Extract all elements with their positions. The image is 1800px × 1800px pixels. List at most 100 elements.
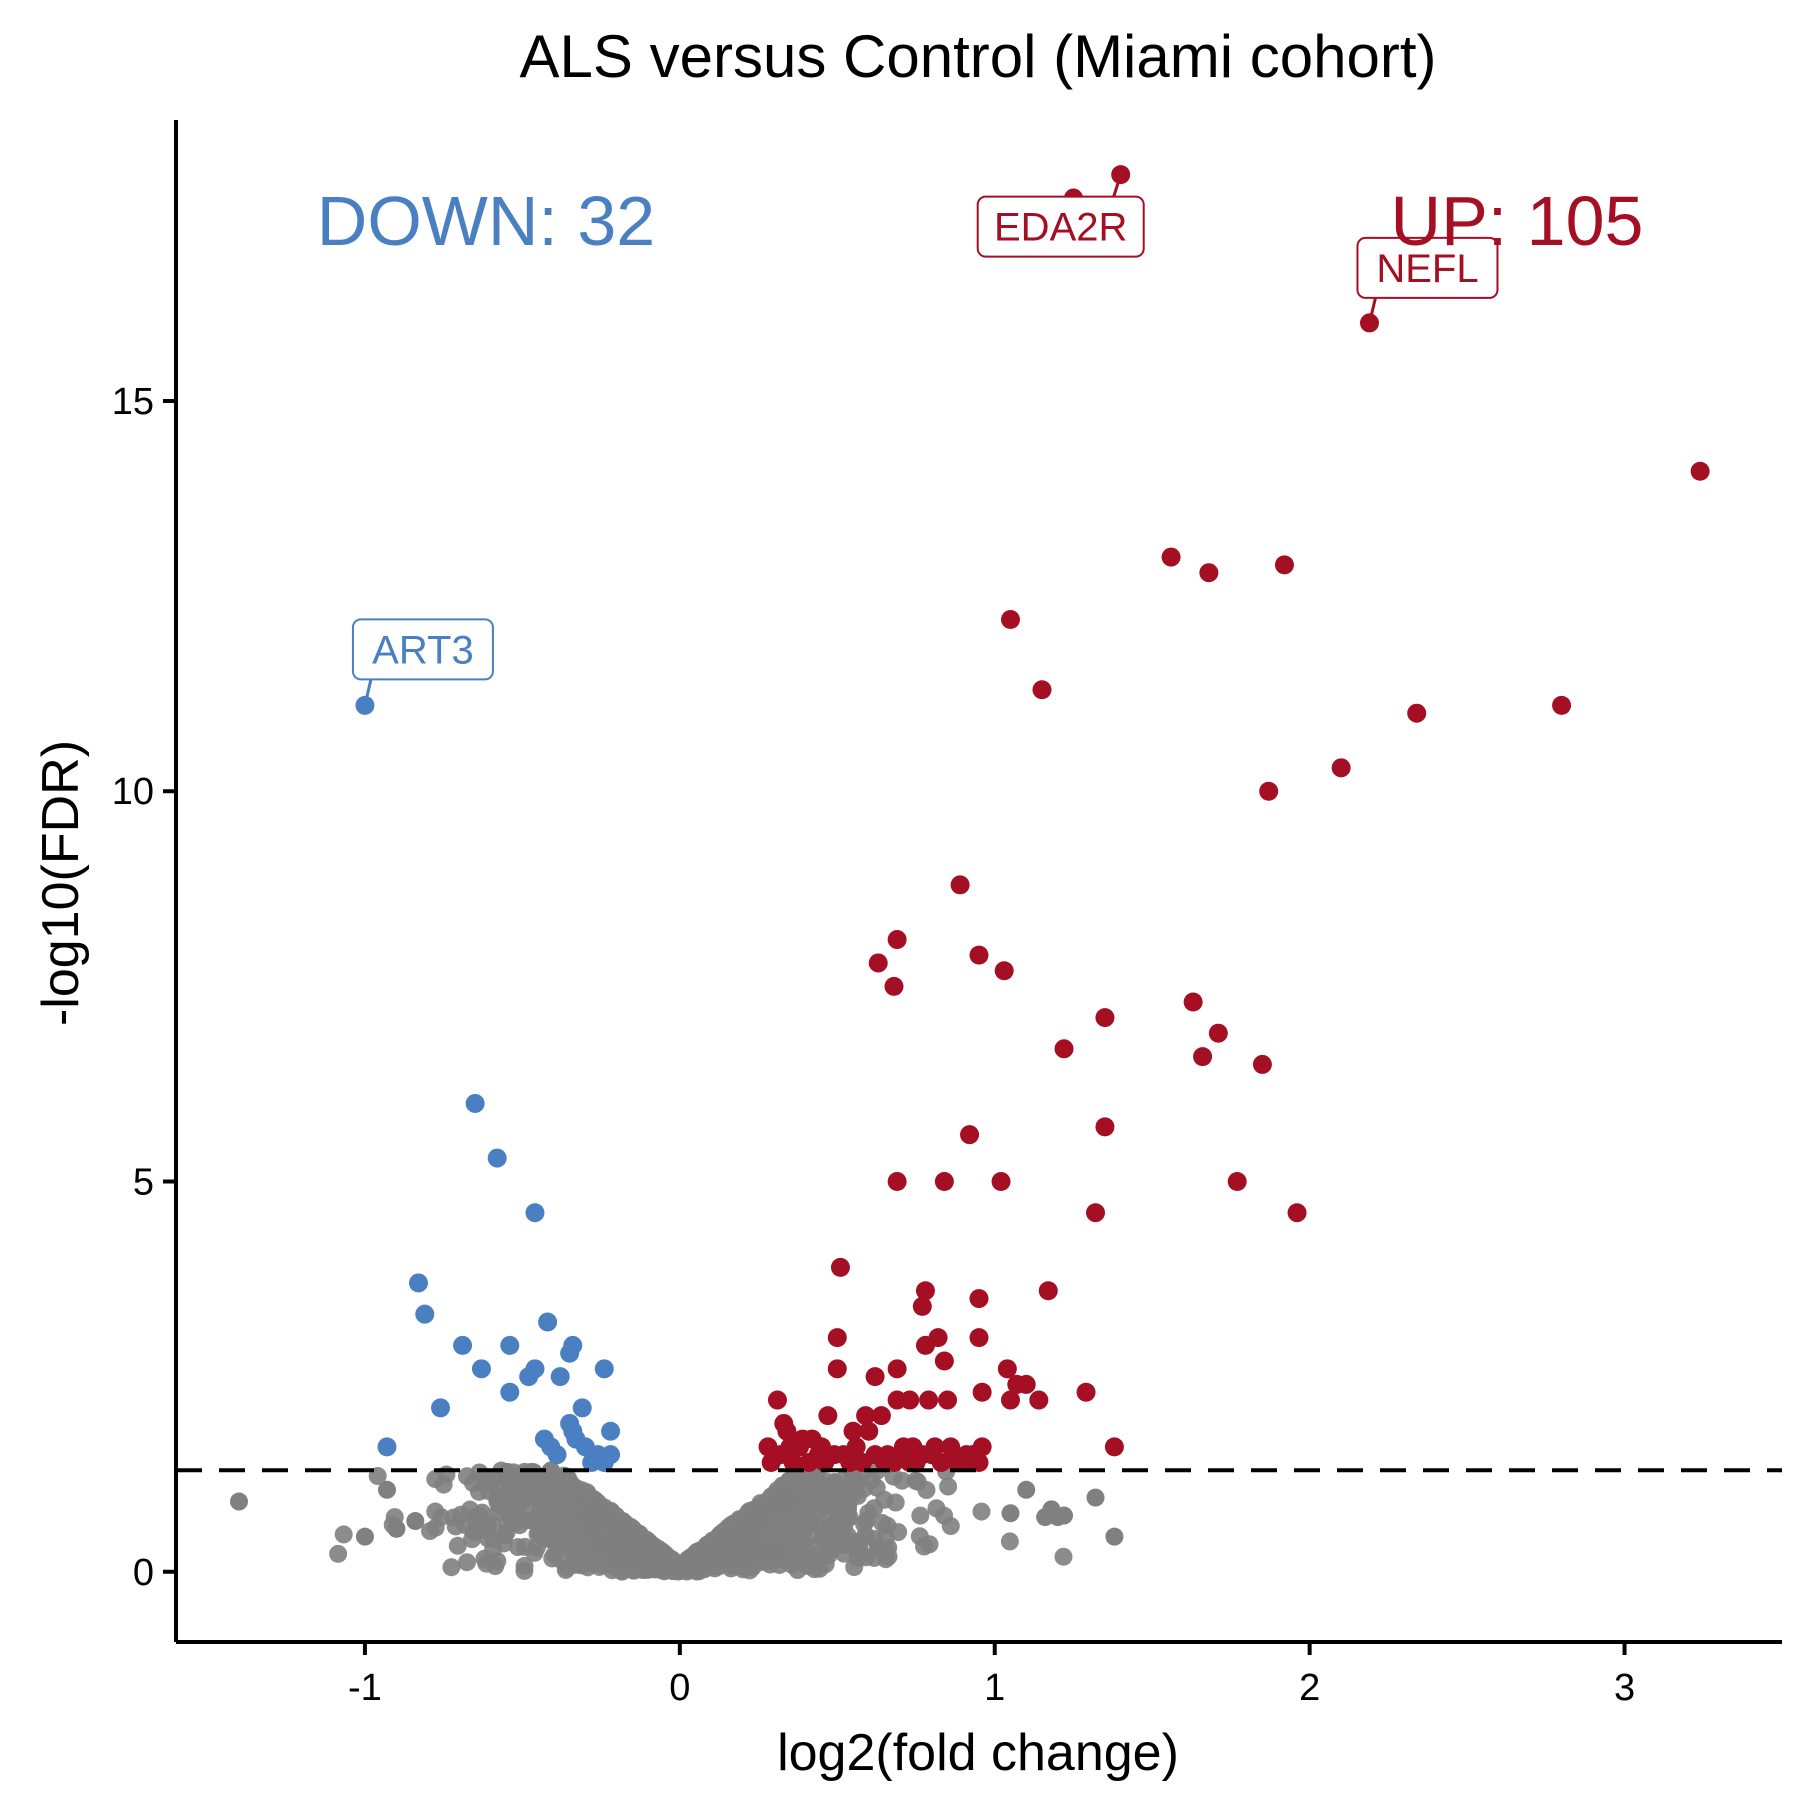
up-point [1000, 610, 1020, 630]
x-axis-title: log2(fold change) [777, 1724, 1179, 1782]
up-point [1104, 1437, 1124, 1457]
up-point [912, 1296, 932, 1316]
up-point [827, 1328, 847, 1348]
label-connector [363, 679, 373, 706]
up-point [934, 1171, 954, 1191]
ns-point [497, 1485, 516, 1504]
ns-point [595, 1509, 614, 1528]
ns-point [1086, 1488, 1105, 1507]
down-point [550, 1367, 570, 1387]
gene-label: EDA2R [994, 206, 1127, 250]
ns-point [851, 1531, 870, 1550]
up-point [919, 1390, 939, 1410]
down-point [471, 1359, 491, 1379]
y-tick-label: 10 [112, 771, 154, 813]
ns-point [329, 1544, 348, 1563]
up-point [1287, 1203, 1307, 1223]
up-point [1183, 992, 1203, 1012]
ns-point [1036, 1508, 1055, 1527]
gene-label: ART3 [372, 628, 474, 672]
ns-point [421, 1522, 440, 1541]
ns-point [463, 1530, 482, 1549]
ns-point [442, 1558, 461, 1577]
up-point [859, 1421, 879, 1441]
up-point [969, 1289, 989, 1309]
ns-point [557, 1558, 576, 1577]
x-tick-label: -1 [348, 1667, 382, 1709]
up-point [1407, 703, 1427, 723]
ns-point [387, 1519, 406, 1538]
up-point [1259, 781, 1279, 801]
ns-point [1105, 1527, 1124, 1546]
up-point [777, 1421, 797, 1441]
down-point [453, 1335, 473, 1355]
up-point [887, 1359, 907, 1379]
significant-points [355, 165, 1710, 1472]
down-point [572, 1398, 592, 1418]
up-point [938, 1390, 958, 1410]
down-point [594, 1359, 614, 1379]
ns-point [889, 1523, 908, 1542]
axes [163, 120, 1782, 1655]
ns-point [460, 1500, 479, 1519]
tick-labels: -1 0 1 2 3 0 5 10 15 [112, 381, 1635, 1709]
up-point [969, 1452, 989, 1472]
ns-point [534, 1506, 553, 1525]
label-connector [1368, 297, 1377, 324]
ns-point [735, 1541, 754, 1560]
down-point [525, 1359, 545, 1379]
up-point [1161, 547, 1181, 567]
ns-point [939, 1477, 958, 1496]
down-point [487, 1148, 507, 1168]
ns-point [835, 1469, 854, 1488]
down-point [594, 1452, 614, 1472]
up-point [960, 1125, 980, 1145]
ns-point [475, 1549, 494, 1568]
up-point [1331, 758, 1351, 778]
ns-point [377, 1480, 396, 1499]
up-point [871, 1406, 891, 1426]
up-point [887, 1171, 907, 1191]
ns-point [1001, 1504, 1020, 1523]
up-point [1274, 555, 1294, 575]
ns-point [620, 1518, 639, 1537]
up-point [1032, 680, 1052, 700]
ns-point [508, 1538, 527, 1557]
ns-point [590, 1548, 609, 1567]
up-point [1000, 1390, 1020, 1410]
down-point [538, 1312, 558, 1332]
up-point [1016, 1374, 1036, 1394]
ns-point [563, 1531, 582, 1550]
up-point [856, 1406, 876, 1426]
ns-point [802, 1550, 821, 1569]
ns-point [474, 1467, 493, 1486]
ns-point [638, 1533, 657, 1552]
up-point [840, 1452, 860, 1472]
down-count-label: DOWN: 32 [317, 182, 655, 260]
ns-point [561, 1500, 580, 1519]
ns-point [515, 1556, 534, 1575]
ns-point [355, 1527, 374, 1546]
x-tick-label: 3 [1614, 1667, 1635, 1709]
ns-point [446, 1517, 465, 1536]
up-point [1252, 1054, 1272, 1074]
ns-point [792, 1535, 811, 1554]
up-point [915, 1281, 935, 1301]
ns-point [1055, 1506, 1074, 1525]
not-significant-points [229, 1461, 1124, 1581]
up-point [950, 875, 970, 895]
up-point [827, 1359, 847, 1379]
ns-point [505, 1514, 524, 1533]
ns-point [836, 1536, 855, 1555]
ns-point [855, 1515, 874, 1534]
ns-point [750, 1500, 769, 1519]
up-point [868, 953, 888, 973]
up-point [865, 1367, 885, 1387]
down-point [500, 1382, 520, 1402]
ns-point [781, 1489, 800, 1508]
up-point [934, 1351, 954, 1371]
up-point [953, 1452, 973, 1472]
up-point [900, 1390, 920, 1410]
up-point [780, 1437, 800, 1457]
ns-point [603, 1525, 622, 1544]
